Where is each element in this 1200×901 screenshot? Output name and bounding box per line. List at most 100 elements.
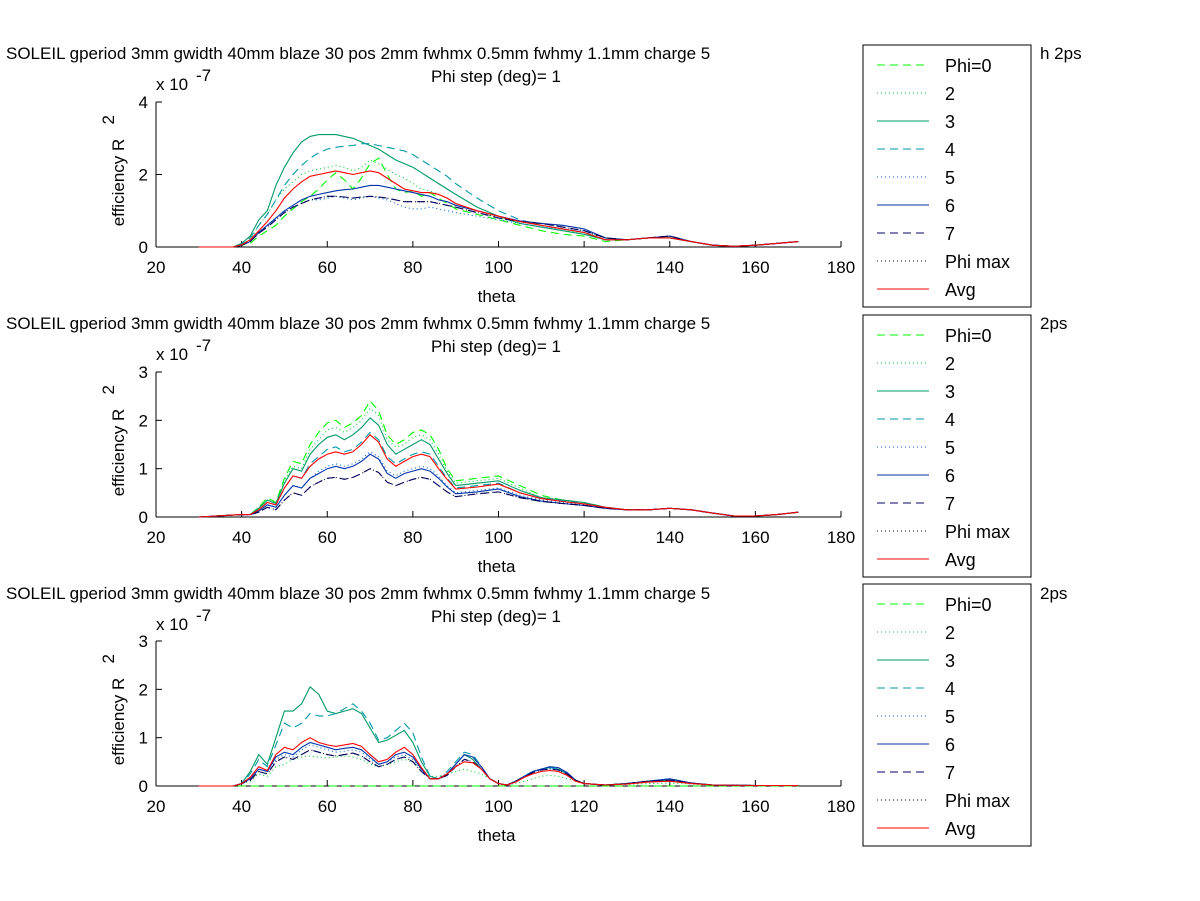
legend-box (862, 314, 1032, 578)
legend-entry: Phi=0 (945, 326, 992, 346)
series-line-1 (198, 400, 799, 518)
exponent-label: x 10 (156, 345, 188, 364)
x-tick-label: 60 (318, 258, 337, 277)
x-tick-label: 20 (147, 528, 166, 547)
y-tick-label: 0 (139, 777, 148, 796)
chart-title: SOLEIL gperiod 3mm gwidth 40mm blaze 30 … (6, 44, 710, 63)
x-tick-label: 100 (484, 797, 512, 816)
exponent-power: -7 (196, 606, 211, 625)
x-tick-label: 80 (403, 797, 422, 816)
x-tick-label: 120 (570, 528, 598, 547)
legend-entry: 3 (945, 112, 955, 132)
exponent-power: -7 (196, 66, 211, 85)
x-tick-label: 60 (318, 797, 337, 816)
x-tick-label: 160 (741, 797, 769, 816)
chart-subtitle: Phi step (deg)= 1 (431, 607, 561, 626)
plot-area (198, 134, 799, 248)
x-tick-label: 160 (741, 258, 769, 277)
series-line-3 (198, 134, 799, 248)
x-tick-label: 180 (827, 797, 855, 816)
chart-panel-1: SOLEIL gperiod 3mm gwidth 40mm blaze 30 … (6, 44, 1082, 308)
y-axis-label-superscript: 2 (99, 654, 118, 663)
x-tick-label: 100 (484, 258, 512, 277)
y-axis-label: efficiency R (109, 139, 128, 227)
series-line-5 (198, 744, 799, 787)
x-tick-label: 140 (656, 528, 684, 547)
legend-entry: 7 (945, 763, 955, 783)
exponent-label: x 10 (156, 615, 188, 634)
legend-entry: 2 (945, 354, 955, 374)
y-tick-label: 3 (139, 363, 148, 382)
chart-panel-3: SOLEIL gperiod 3mm gwidth 40mm blaze 30 … (6, 583, 1067, 847)
legend-entry: Phi=0 (945, 56, 992, 76)
plot-area (198, 400, 799, 518)
legend-entry: 5 (945, 707, 955, 727)
y-tick-label: 3 (139, 632, 148, 651)
y-axis-label-group: efficiency R 2 (99, 654, 128, 765)
x-tick-label: 140 (656, 797, 684, 816)
x-tick-label: 160 (741, 528, 769, 547)
y-tick-label: 0 (139, 238, 148, 257)
x-tick-label: 80 (403, 258, 422, 277)
legend-entry: Phi max (945, 522, 1010, 542)
legend: Phi=0 2 3 4 5 6 7 Phi max Avg (862, 583, 1032, 847)
chart-title-tail: 2ps (1040, 584, 1067, 603)
y-tick-label: 0 (139, 508, 148, 527)
legend-entry: 6 (945, 196, 955, 216)
legend-entry: Avg (945, 819, 976, 839)
legend-box (862, 44, 1032, 308)
legend-entry: 6 (945, 466, 955, 486)
x-tick-label: 20 (147, 258, 166, 277)
chart-subtitle: Phi step (deg)= 1 (431, 67, 561, 86)
legend-box (862, 583, 1032, 847)
x-tick-label: 180 (827, 258, 855, 277)
legend-entry: Phi max (945, 252, 1010, 272)
series-line-3 (198, 686, 799, 787)
y-axis-label: efficiency R (109, 409, 128, 497)
series-line-8 (198, 195, 799, 248)
chart-title: SOLEIL gperiod 3mm gwidth 40mm blaze 30 … (6, 584, 710, 603)
series-line-4 (198, 431, 799, 518)
series-line-9 (198, 170, 799, 248)
chart-subtitle: Phi step (deg)= 1 (431, 337, 561, 356)
x-tick-label: 180 (827, 528, 855, 547)
chart-title-tail: 2ps (1040, 314, 1067, 333)
series-line-5 (198, 195, 799, 248)
x-axis-label: theta (478, 826, 516, 845)
y-tick-label: 4 (139, 93, 148, 112)
y-tick-label: 1 (139, 729, 148, 748)
legend-entry: 5 (945, 438, 955, 458)
legend-entry: 3 (945, 382, 955, 402)
x-tick-label: 80 (403, 528, 422, 547)
legend-entry: 6 (945, 735, 955, 755)
x-tick-label: 100 (484, 528, 512, 547)
chart-title-tail: h 2ps (1040, 44, 1082, 63)
legend-entry: 2 (945, 84, 955, 104)
series-line-2 (198, 159, 799, 248)
legend: Phi=0 2 3 4 5 6 7 Phi max Avg (862, 44, 1032, 308)
legend-entry: Phi max (945, 791, 1010, 811)
legend-entry: 7 (945, 224, 955, 244)
y-tick-label: 2 (139, 680, 148, 699)
chart-title: SOLEIL gperiod 3mm gwidth 40mm blaze 30 … (6, 314, 710, 333)
x-axis-label: theta (478, 287, 516, 306)
series-line-9 (198, 434, 799, 518)
series-line-7 (198, 195, 799, 248)
x-tick-label: 60 (318, 528, 337, 547)
legend-entry: 4 (945, 140, 955, 160)
x-axis-label: theta (478, 557, 516, 576)
x-tick-label: 40 (232, 528, 251, 547)
y-tick-label: 2 (139, 411, 148, 430)
legend-entry: 3 (945, 651, 955, 671)
series-line-2 (198, 407, 799, 518)
exponent-label: x 10 (156, 75, 188, 94)
x-tick-label: 20 (147, 797, 166, 816)
y-axis-label: efficiency R (109, 678, 128, 766)
series-line-1 (198, 157, 799, 248)
series-line-9 (198, 737, 799, 787)
legend-entry: Avg (945, 280, 976, 300)
x-tick-label: 40 (232, 258, 251, 277)
legend: Phi=0 2 3 4 5 6 7 Phi max Avg (862, 314, 1032, 578)
y-axis-label-superscript: 2 (99, 385, 118, 394)
